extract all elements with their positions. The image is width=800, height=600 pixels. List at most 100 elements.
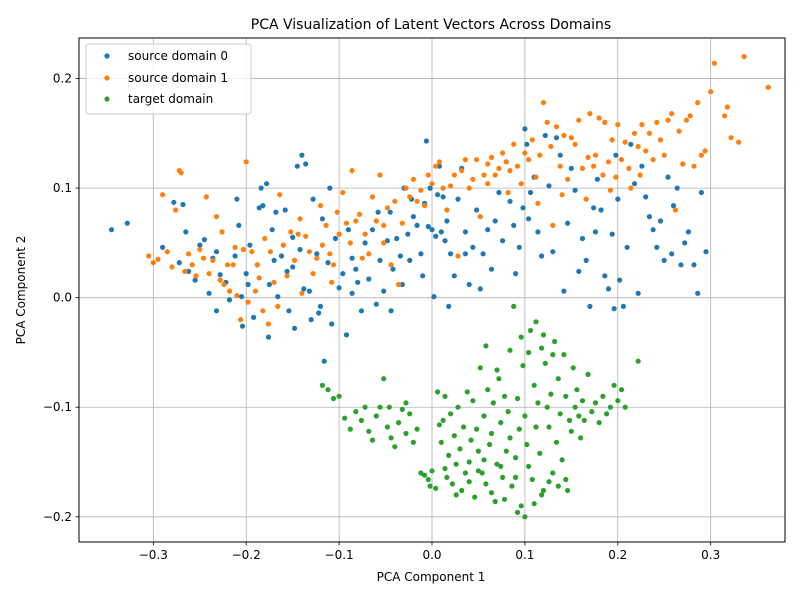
data-point	[461, 424, 467, 430]
data-point	[160, 244, 166, 250]
data-point	[310, 271, 316, 277]
data-point	[522, 126, 528, 132]
data-point	[381, 376, 387, 382]
data-point	[457, 446, 463, 452]
data-point	[492, 172, 498, 178]
data-point	[596, 115, 602, 121]
data-point	[210, 257, 216, 263]
data-point	[561, 132, 567, 139]
data-point	[657, 137, 664, 143]
data-point	[565, 220, 571, 226]
data-point	[600, 393, 606, 399]
data-point	[169, 264, 175, 270]
data-point	[572, 187, 578, 193]
data-point	[485, 387, 491, 393]
data-point	[565, 487, 571, 494]
data-point	[587, 303, 593, 309]
data-point	[436, 422, 442, 428]
data-point	[591, 163, 597, 169]
data-point	[319, 242, 325, 248]
data-point	[691, 262, 697, 268]
data-point	[410, 439, 416, 445]
data-point	[492, 498, 498, 505]
data-point	[485, 227, 491, 233]
data-point	[698, 152, 705, 158]
data-point	[297, 246, 303, 253]
data-point	[741, 54, 747, 60]
data-point	[381, 288, 387, 294]
data-point	[626, 165, 632, 171]
data-point	[366, 428, 372, 434]
x-tick-label: −0.1	[325, 548, 354, 562]
data-point	[617, 277, 623, 283]
data-point	[500, 150, 506, 156]
data-point	[155, 256, 161, 262]
data-point	[555, 376, 561, 382]
data-point	[160, 192, 166, 198]
data-point	[513, 271, 519, 277]
data-point	[566, 417, 573, 423]
data-point	[431, 294, 437, 300]
data-point	[399, 281, 405, 288]
data-point	[615, 196, 621, 202]
data-point	[481, 413, 487, 419]
data-point	[390, 266, 396, 272]
data-point	[511, 222, 517, 228]
data-point	[353, 409, 359, 415]
data-point	[485, 161, 491, 167]
data-point	[602, 273, 608, 279]
data-point	[475, 448, 481, 454]
data-point	[310, 196, 316, 202]
data-point	[327, 251, 333, 257]
data-point	[531, 382, 537, 388]
data-point	[477, 365, 483, 371]
data-point	[427, 185, 433, 191]
data-point	[342, 415, 348, 421]
data-point	[592, 229, 599, 235]
data-point	[503, 159, 509, 165]
data-point	[513, 474, 519, 480]
data-point	[607, 187, 614, 193]
data-point	[563, 476, 569, 483]
data-point	[429, 468, 435, 474]
data-point	[403, 185, 409, 191]
data-point	[164, 249, 170, 255]
data-point	[381, 240, 387, 246]
data-point	[316, 310, 322, 316]
data-point	[377, 172, 383, 178]
data-point	[609, 137, 615, 143]
legend-label-source-domain-1: source domain 1	[128, 71, 228, 85]
data-point	[369, 437, 376, 443]
data-point	[230, 262, 236, 268]
data-point	[687, 113, 693, 119]
data-point	[239, 323, 246, 329]
data-point	[327, 185, 333, 191]
data-point	[514, 509, 521, 515]
data-point	[678, 262, 684, 268]
data-point	[425, 223, 431, 230]
data-point	[643, 148, 649, 154]
data-point	[570, 365, 576, 371]
data-point	[613, 152, 619, 158]
data-point	[440, 417, 446, 423]
data-point	[146, 253, 152, 259]
data-point	[243, 271, 249, 277]
data-point	[509, 483, 515, 489]
data-point	[355, 279, 361, 285]
data-point	[349, 168, 355, 174]
data-point	[433, 163, 439, 169]
data-point	[422, 203, 428, 209]
data-point	[178, 170, 184, 176]
data-point	[265, 334, 272, 340]
data-point	[711, 60, 718, 66]
data-point	[340, 189, 346, 196]
data-point	[392, 444, 398, 450]
data-point	[507, 435, 513, 441]
data-point	[213, 249, 220, 255]
data-point	[265, 321, 272, 327]
data-point	[249, 249, 255, 255]
data-point	[453, 461, 459, 467]
data-point	[455, 253, 461, 259]
data-point	[271, 279, 277, 285]
legend-label-target-domain: target domain	[128, 92, 213, 106]
